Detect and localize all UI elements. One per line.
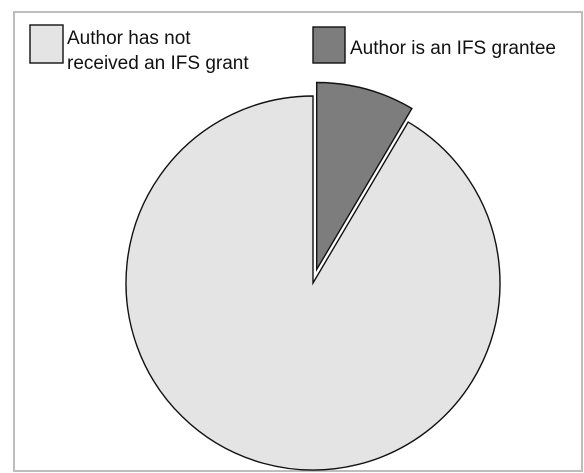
legend-label-not-received-line1: Author has not bbox=[67, 28, 191, 49]
pie-slice-not-received bbox=[126, 96, 500, 470]
legend-label-not-received-line2: received an IFS grant bbox=[67, 53, 249, 74]
legend-swatch-grantee bbox=[313, 27, 345, 63]
legend-swatch-not-received bbox=[30, 25, 63, 63]
legend-label-grantee: Author is an IFS grantee bbox=[350, 38, 556, 59]
